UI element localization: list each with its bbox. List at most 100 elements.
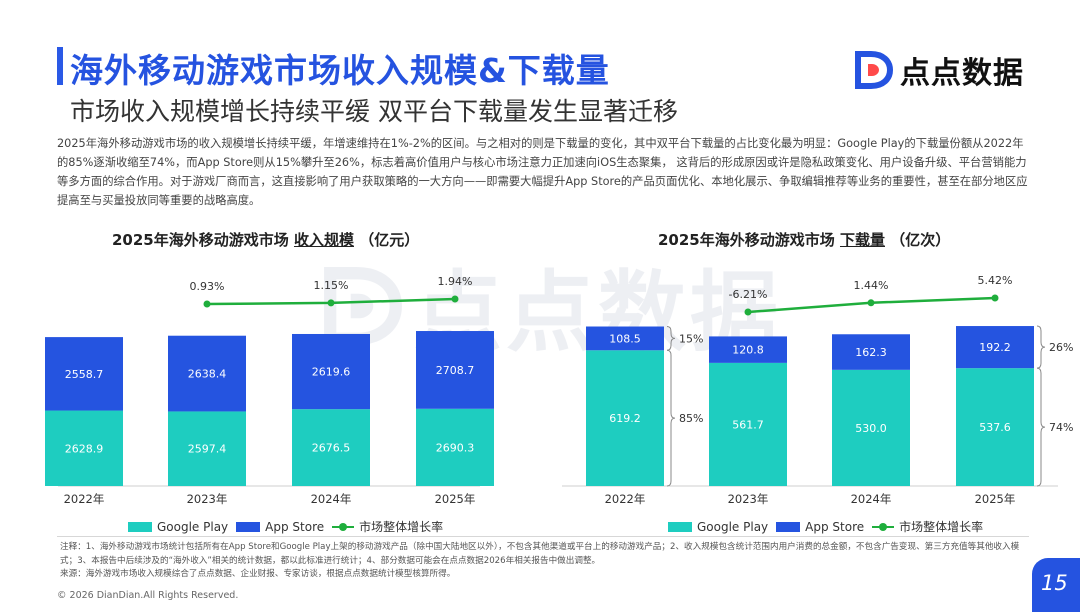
page-number-tab [1032,558,1080,612]
share-2025-google-play-label: 74% [1049,421,1073,434]
bar-app-store [956,326,1034,369]
legend-item-growth: 市场整体增长率 [332,518,443,535]
notes-block: 注释：1、海外移动游戏市场统计包括所有在App Store和Google Pla… [60,541,1030,582]
legend-item-app-store: App Store [236,520,324,534]
legend-swatch-google-play [128,521,152,532]
download-chart-title-prefix: 2025年海外移动游戏市场 [658,231,835,249]
bar-app-store [586,326,664,351]
bar-label-google-play: 561.7 [732,418,764,431]
x-tick-label: 2023年 [187,492,228,506]
copyright: © 2026 DianDian.All Rights Reserved. [57,590,239,601]
growth-label: 1.94% [438,275,473,288]
bar-label-app-store: 2638.4 [188,368,227,381]
growth-label: 0.93% [190,280,225,293]
bar-google-play [586,350,664,486]
legend-item-google-play: Google Play [128,520,228,534]
bar-google-play [956,368,1034,486]
bar-label-google-play: 530.0 [855,422,887,435]
legend-swatch-app-store [776,521,801,532]
note-text: 注释：1、海外移动游戏市场统计包括所有在App Store和Google Pla… [60,542,1020,566]
x-tick-label: 2025年 [975,492,1016,506]
growth-label: 5.42% [978,274,1013,287]
bar-label-google-play: 2676.5 [312,442,351,455]
dd-logo-icon [855,51,894,89]
bar-app-store [168,335,246,412]
page-number: 15 [1041,571,1068,595]
share-2022-google-play-label: 85% [679,412,703,425]
bar-label-app-store: 2708.7 [436,364,475,377]
bar-label-google-play: 2690.3 [436,441,475,454]
growth-label: 1.15% [314,279,349,292]
brand-logo: 点点数据 [854,48,1024,92]
legend-label-growth: 市场整体增长率 [359,520,444,534]
description-paragraph: 2025年海外移动游戏市场的收入规模增长持续平缓，年增速维持在1%-2%的区间。… [57,137,1028,207]
bar-app-store [416,331,494,409]
legend-label-google-play: Google Play [157,519,229,534]
growth-point [991,294,999,302]
bar-label-app-store: 108.5 [609,332,641,345]
legend-item-growth: 市场整体增长率 [872,518,983,535]
bar-app-store [45,337,123,411]
revenue-chart-title-prefix: 2025年海外移动游戏市场 [112,231,289,249]
page-title: 海外移动游戏市场收入规模&下载量 [70,51,610,90]
share-2025-app-store-brace [1036,325,1046,369]
x-tick-label: 2025年 [435,492,476,506]
bar-label-app-store: 2558.7 [65,368,104,381]
revenue-legend: Google Play App Store 市场整体增长率 [128,518,451,535]
legend-label-growth: 市场整体增长率 [899,520,984,534]
page-subtitle: 市场收入规模增长持续平缓 双平台下载量发生显著迁移 [70,97,678,126]
download-chart-title-unit: （亿次） [890,231,951,249]
growth-line [206,297,456,306]
watermark: 点点数据 [322,242,782,369]
bar-label-google-play: 2628.9 [65,442,104,455]
source-text: 来源：海外游戏市场收入规模综合了点点数据、企业财报、专家访谈，根据点点数据统计模… [60,569,456,579]
legend-label-app-store: App Store [265,519,325,534]
bar-google-play [832,369,910,486]
logo-text: 点点数据 [900,56,1024,91]
bar-app-store [292,333,370,410]
legend-label-google-play: Google Play [697,519,769,534]
legend-swatch-google-play [668,521,692,532]
notes-divider [57,536,1029,537]
bar-label-app-store: 2619.6 [312,366,351,379]
x-tick-label: 2022年 [605,492,646,506]
growth-point [451,295,459,303]
x-tick-label: 2024年 [311,492,352,506]
legend-item-google-play: Google Play [668,520,768,534]
legend-swatch-app-store [236,521,261,532]
bar-label-app-store: 120.8 [732,344,764,357]
download-chart-title: 2025年海外移动游戏市场 下载量 （亿次） [658,229,950,250]
share-2025-app-store-label: 26% [1049,341,1073,354]
growth-point [867,299,875,307]
bar-app-store [709,336,787,363]
growth-label: 1.44% [854,279,889,292]
bar-label-app-store: 192.2 [979,341,1011,354]
download-legend: Google Play App Store 市场整体增长率 [668,518,991,535]
growth-label: -6.21% [729,288,768,301]
title-accent-bar [57,47,63,85]
bar-app-store [832,334,910,370]
x-tick-label: 2023年 [728,492,769,506]
bar-google-play [292,409,370,486]
growth-point [327,299,335,307]
bar-label-google-play: 537.6 [979,421,1011,434]
legend-swatch-growth [872,520,895,534]
bar-label-app-store: 162.3 [855,346,887,359]
share-2022-app-store-label: 15% [679,332,703,345]
bar-label-google-play: 619.2 [609,412,641,425]
share-2022-google-play-brace [666,349,676,487]
share-2025-google-play-brace [1036,367,1046,487]
download-chart-title-emph: 下载量 [839,231,885,249]
legend-swatch-growth [332,520,355,534]
revenue-chart-title: 2025年海外移动游戏市场 收入规模 （亿元） [112,229,419,250]
share-2022-app-store-brace [666,326,676,351]
bar-google-play [709,362,787,486]
watermark-logo-icon [324,266,402,345]
growth-line [747,296,996,314]
revenue-chart-title-emph: 收入规模 [293,231,354,249]
bar-google-play [416,408,494,486]
growth-point [203,300,211,308]
x-tick-label: 2022年 [64,492,105,506]
bar-google-play [168,411,246,486]
growth-point [744,308,752,316]
